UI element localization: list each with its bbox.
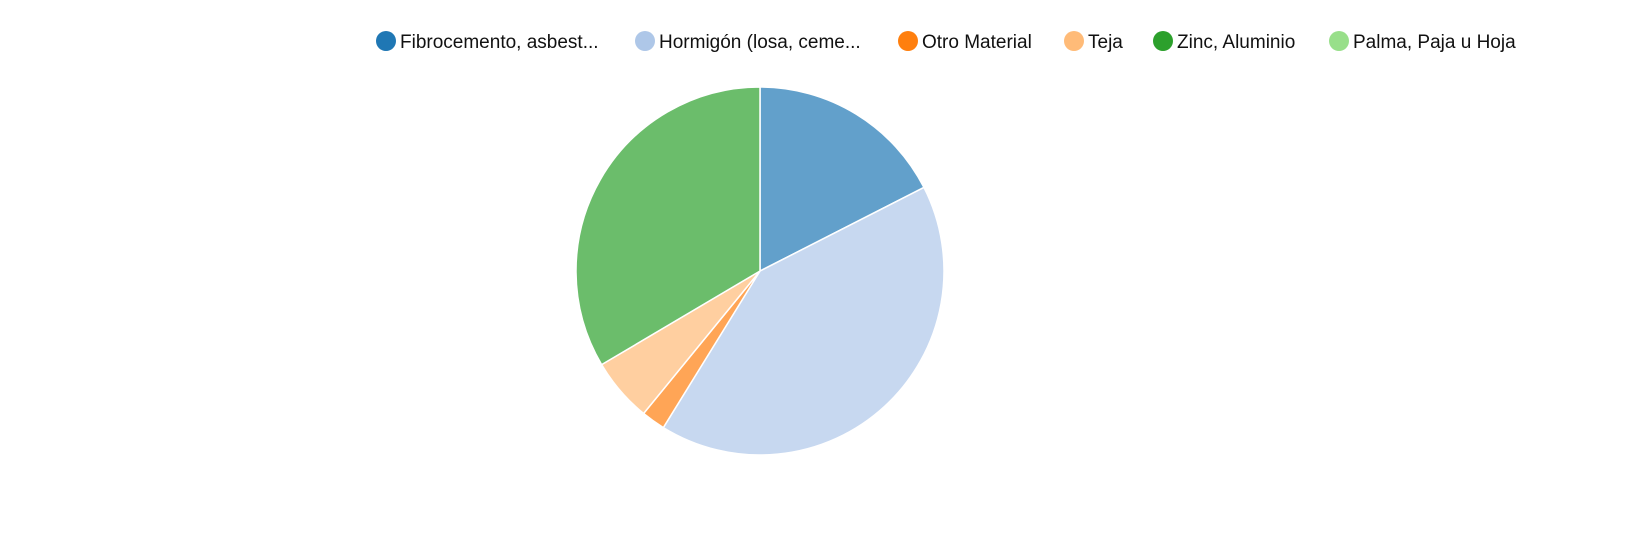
pie-slice[interactable]	[575, 86, 761, 366]
legend-item[interactable]: Teja	[1064, 31, 1123, 53]
chart-legend: Fibrocemento, asbest... Hormigón (losa, c…	[376, 31, 1516, 53]
legend-swatch	[1153, 31, 1173, 51]
legend-swatch	[1064, 31, 1084, 51]
legend-item[interactable]: Zinc, Aluminio	[1153, 31, 1295, 53]
legend-label: Fibrocemento, asbest...	[400, 32, 599, 53]
legend-swatch	[898, 31, 918, 51]
legend-label: Hormigón (losa, ceme...	[659, 32, 861, 53]
legend-swatch	[376, 31, 396, 51]
pie-slice[interactable]	[759, 86, 925, 272]
legend-label: Otro Material	[922, 32, 1032, 53]
legend-swatch	[1329, 31, 1349, 51]
legend-item[interactable]: Fibrocemento, asbest...	[376, 31, 599, 53]
legend-label: Zinc, Aluminio	[1177, 32, 1295, 53]
legend-swatch	[635, 31, 655, 51]
legend-label: Palma, Paja u Hoja	[1353, 32, 1516, 53]
legend-item[interactable]: Otro Material	[898, 31, 1032, 53]
pie-slices	[575, 86, 945, 456]
legend-label: Teja	[1088, 32, 1123, 53]
legend-item[interactable]: Hormigón (losa, ceme...	[635, 31, 861, 53]
legend-item[interactable]: Palma, Paja u Hoja	[1329, 31, 1516, 53]
pie-slice[interactable]	[662, 186, 945, 456]
